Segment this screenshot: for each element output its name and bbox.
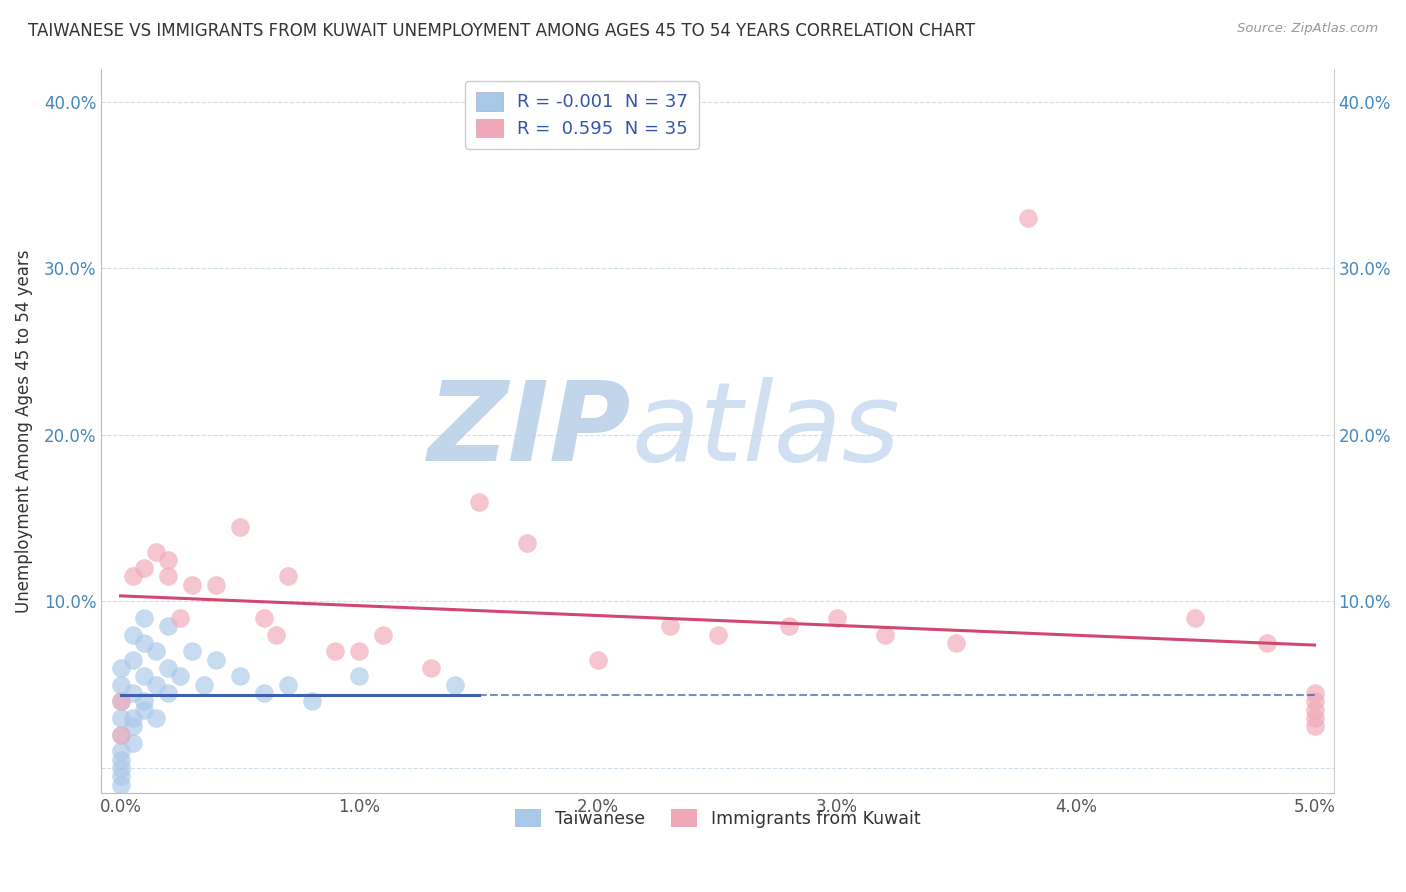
Point	[468, 494, 491, 508]
Point	[825, 611, 848, 625]
Point	[110, 694, 132, 708]
Point	[110, 694, 132, 708]
Point	[301, 694, 323, 708]
Point	[110, 728, 132, 742]
Point	[157, 661, 180, 675]
Point	[145, 644, 167, 658]
Point	[134, 694, 156, 708]
Point	[121, 653, 143, 667]
Point	[157, 553, 180, 567]
Point	[145, 678, 167, 692]
Point	[134, 611, 156, 625]
Point	[134, 561, 156, 575]
Point	[515, 536, 537, 550]
Point	[264, 628, 287, 642]
Point	[873, 628, 896, 642]
Point	[586, 653, 609, 667]
Point	[349, 669, 371, 683]
Point	[134, 636, 156, 650]
Point	[110, 769, 132, 783]
Text: Source: ZipAtlas.com: Source: ZipAtlas.com	[1237, 22, 1378, 36]
Point	[121, 628, 143, 642]
Point	[1184, 611, 1206, 625]
Point	[181, 644, 204, 658]
Point	[1017, 211, 1039, 226]
Text: TAIWANESE VS IMMIGRANTS FROM KUWAIT UNEMPLOYMENT AMONG AGES 45 TO 54 YEARS CORRE: TAIWANESE VS IMMIGRANTS FROM KUWAIT UNEM…	[28, 22, 976, 40]
Point	[205, 578, 228, 592]
Point	[169, 669, 191, 683]
Point	[181, 578, 204, 592]
Point	[253, 686, 276, 700]
Point	[1256, 636, 1278, 650]
Point	[110, 678, 132, 692]
Point	[145, 711, 167, 725]
Point	[134, 669, 156, 683]
Point	[110, 761, 132, 775]
Point	[121, 569, 143, 583]
Point	[205, 653, 228, 667]
Point	[1303, 686, 1326, 700]
Text: atlas: atlas	[631, 377, 900, 484]
Point	[193, 678, 215, 692]
Point	[121, 711, 143, 725]
Point	[1303, 711, 1326, 725]
Point	[169, 611, 191, 625]
Point	[1303, 703, 1326, 717]
Point	[121, 719, 143, 733]
Point	[229, 519, 252, 533]
Point	[277, 569, 299, 583]
Y-axis label: Unemployment Among Ages 45 to 54 years: Unemployment Among Ages 45 to 54 years	[15, 249, 32, 613]
Point	[157, 569, 180, 583]
Point	[373, 628, 395, 642]
Point	[706, 628, 728, 642]
Point	[110, 711, 132, 725]
Point	[277, 678, 299, 692]
Point	[121, 736, 143, 750]
Point	[121, 686, 143, 700]
Point	[134, 703, 156, 717]
Point	[253, 611, 276, 625]
Point	[420, 661, 443, 675]
Point	[325, 644, 347, 658]
Point	[145, 544, 167, 558]
Legend: Taiwanese, Immigrants from Kuwait: Taiwanese, Immigrants from Kuwait	[508, 803, 928, 835]
Point	[157, 619, 180, 633]
Point	[1303, 694, 1326, 708]
Point	[778, 619, 800, 633]
Text: ZIP: ZIP	[427, 377, 631, 484]
Point	[444, 678, 467, 692]
Point	[658, 619, 681, 633]
Point	[110, 778, 132, 792]
Point	[110, 661, 132, 675]
Point	[110, 728, 132, 742]
Point	[110, 744, 132, 758]
Point	[349, 644, 371, 658]
Point	[1303, 719, 1326, 733]
Point	[157, 686, 180, 700]
Point	[945, 636, 967, 650]
Point	[229, 669, 252, 683]
Point	[110, 753, 132, 767]
